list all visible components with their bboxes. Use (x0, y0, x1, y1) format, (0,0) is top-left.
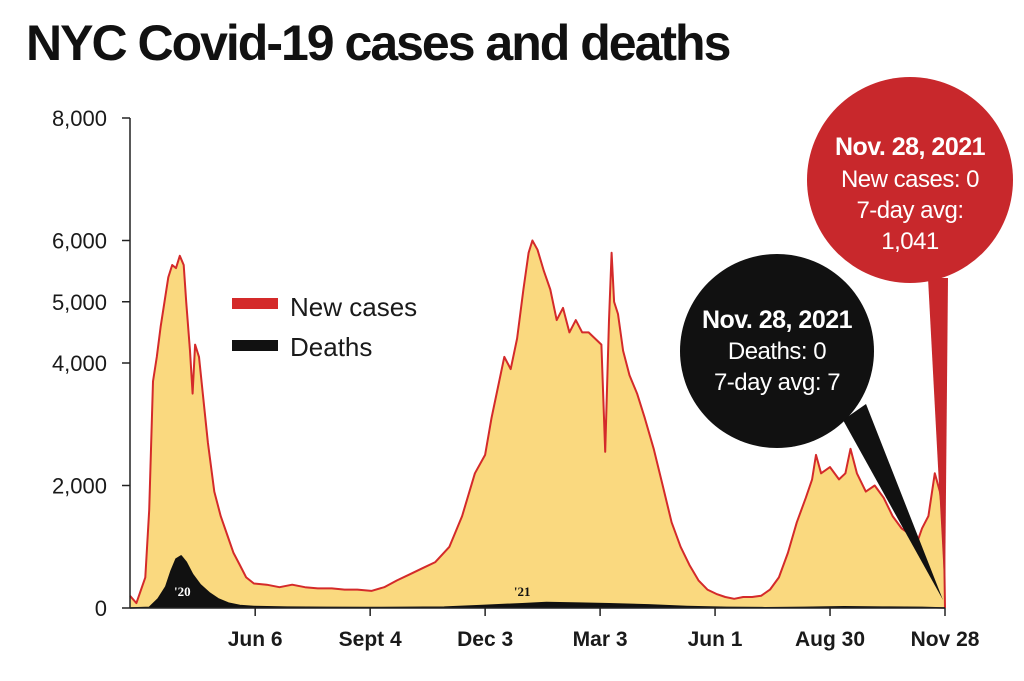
deaths-callout-line-2: 7-day avg: 7 (714, 369, 840, 396)
y-tick-label: 8,000 (52, 106, 107, 131)
y-tick-label: 0 (95, 596, 107, 621)
deaths-callout-bubble (680, 254, 874, 448)
x-axis: Jun 6 Sept 4 Dec 3 Mar 3 Jun 1 Aug 30 Nov 28 (130, 607, 980, 651)
cases-callout-line-2: 7-day avg: (856, 197, 963, 224)
legend: New cases Deaths (232, 292, 417, 362)
deaths-callout: Nov. 28, 2021 Deaths: 0 7-day avg: 7 (680, 254, 943, 600)
x-tick-label: Jun 6 (228, 628, 283, 651)
x-tick-label: Dec 3 (457, 628, 513, 651)
y-axis: 0 2,000 4,000 5,000 6,000 8,000 (52, 106, 131, 621)
series-area-deaths (130, 555, 945, 608)
x-tick-label: Jun 1 (688, 628, 743, 651)
cases-callout-line-3: 1,041 (881, 228, 939, 255)
year-label: '20 (174, 584, 191, 599)
year-labels: '20 '21 (174, 584, 530, 599)
cases-callout: Nov. 28, 2021 New cases: 0 7-day avg: 1,… (807, 77, 1013, 598)
year-label: '21 (514, 584, 531, 599)
series-area-new-cases (130, 240, 945, 608)
x-tick-label: Sept 4 (339, 628, 402, 651)
y-tick-label: 4,000 (52, 351, 107, 376)
legend-label-new-cases: New cases (290, 292, 417, 322)
deaths-callout-pointer (843, 404, 943, 600)
deaths-callout-date: Nov. 28, 2021 (702, 306, 853, 334)
x-tick-label: Aug 30 (795, 628, 865, 651)
legend-swatch-new-cases (232, 298, 278, 309)
y-tick-label: 2,000 (52, 474, 107, 499)
chart-title: NYC Covid-19 cases and deaths (26, 15, 731, 71)
cases-callout-line-1: New cases: 0 (841, 166, 979, 193)
cases-callout-pointer (928, 278, 948, 598)
x-tick-label: Mar 3 (573, 628, 628, 651)
cases-callout-date: Nov. 28, 2021 (835, 133, 986, 161)
legend-swatch-deaths (232, 340, 278, 351)
y-tick-label: 6,000 (52, 229, 107, 254)
legend-label-deaths: Deaths (290, 332, 372, 362)
deaths-callout-line-1: Deaths: 0 (728, 338, 826, 365)
series-line-new-cases (129, 239, 946, 609)
y-tick-label: 5,000 (52, 290, 107, 315)
x-tick-label: Nov 28 (911, 628, 980, 651)
cases-callout-bubble (807, 77, 1013, 283)
